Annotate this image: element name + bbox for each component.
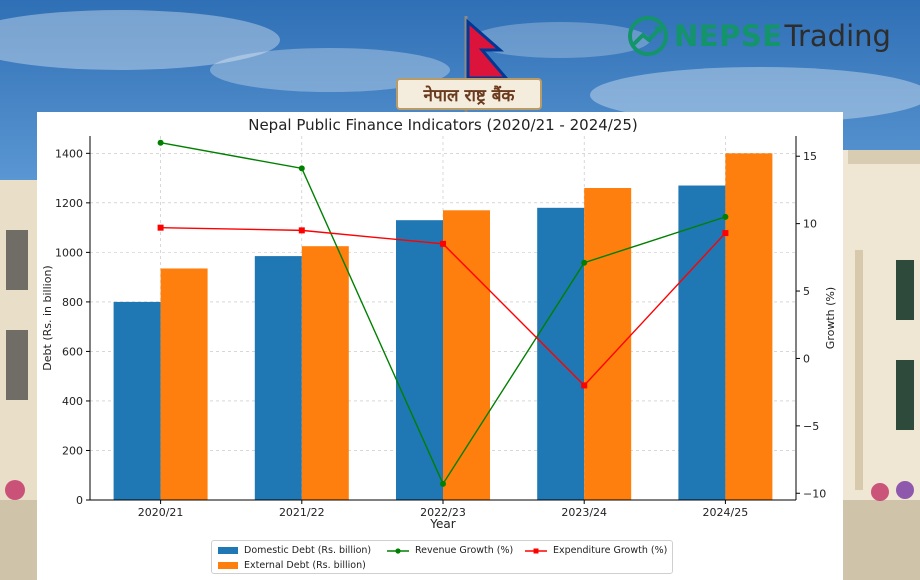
tick-label-x: 2023/24 [561,506,607,519]
tick-label-right: −5 [803,420,819,433]
legend-label-external: External Debt (Rs. billion) [244,560,366,571]
bar-external-debt [301,246,349,500]
tick-label-right: −10 [803,487,826,500]
legend-line-expenditure [525,548,547,553]
tick-label-left: 1400 [55,147,83,160]
legend-swatch-domestic [218,547,238,554]
bar-domestic-debt [254,256,302,500]
legend-label-expenditure: Expenditure Growth (%) [553,545,668,556]
tick-label-left: 600 [62,345,83,358]
tick-label-left: 200 [62,444,83,457]
tick-label-left: 400 [62,395,83,408]
point-expenditure-growth [298,227,305,234]
bar-domestic-debt [396,220,443,500]
trend-up-arrow-icon [628,16,668,56]
bar-external-debt [160,268,208,500]
tick-label-right: 15 [803,150,817,163]
x-axis-label: Year [429,517,455,531]
bar-external-debt [584,188,632,500]
bar-domestic-debt [113,301,161,500]
legend-label-domestic: Domestic Debt (Rs. billion) [244,545,372,556]
tick-label-x: 2021/22 [279,506,325,519]
tick-label-left: 1200 [55,197,83,210]
brand-name-primary: NEPSE [674,19,783,53]
point-revenue-growth [722,213,729,220]
brand-logo: NEPSE Trading [626,14,891,58]
legend-item-external: External Debt (Rs. billion) [218,560,366,571]
chart-title: Nepal Public Finance Indicators (2020/21… [248,116,638,134]
point-expenditure-growth [581,382,588,389]
point-revenue-growth [157,139,164,146]
legend-label-revenue: Revenue Growth (%) [415,545,514,556]
tick-label-left: 800 [62,296,83,309]
point-revenue-growth [581,259,588,266]
legend-item-domestic: Domestic Debt (Rs. billion) [218,545,371,556]
tick-label-left: 1000 [55,246,83,259]
chart-canvas: Nepal Public Finance Indicators (2020/21… [41,116,837,531]
bar-external-debt [725,153,773,501]
brand-name-secondary: Trading [784,19,891,53]
point-expenditure-growth [157,224,164,231]
tick-label-right: 5 [803,285,810,298]
point-expenditure-growth [440,240,446,247]
tick-label-left: 0 [76,494,83,507]
bar-external-debt [443,210,490,500]
legend-swatch-external [218,562,238,569]
tick-label-x: 2022/23 [420,506,466,519]
legend-item-revenue: Revenue Growth (%) [387,545,513,556]
point-revenue-growth [440,480,446,487]
tick-label-x: 2020/21 [138,506,184,519]
bank-name-plaque: नेपाल राष्ट्र बैंक [396,78,542,110]
y-axis-label-right: Growth (%) [824,287,837,349]
tick-label-x: 2024/25 [703,506,749,519]
y-axis-label-left: Debt (Rs. in billion) [41,265,54,370]
point-expenditure-growth [722,230,729,237]
legend-line-revenue [387,547,409,554]
bar-domestic-debt [678,185,726,500]
tick-label-right: 0 [803,352,810,365]
chart-legend: Domestic Debt (Rs. billion) External Deb… [211,540,673,574]
chart-card: Nepal Public Finance Indicators (2020/21… [37,112,843,580]
point-revenue-growth [298,165,305,172]
bar-domestic-debt [537,207,585,501]
bank-name-text: नेपाल राष्ट्र बैंक [423,85,515,106]
legend-item-expenditure: Expenditure Growth (%) [525,545,667,556]
tick-label-right: 10 [803,218,817,231]
